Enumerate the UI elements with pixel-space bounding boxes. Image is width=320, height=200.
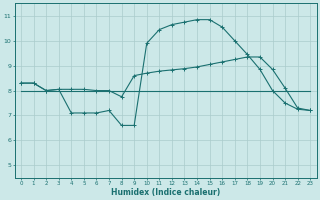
X-axis label: Humidex (Indice chaleur): Humidex (Indice chaleur) xyxy=(111,188,220,197)
